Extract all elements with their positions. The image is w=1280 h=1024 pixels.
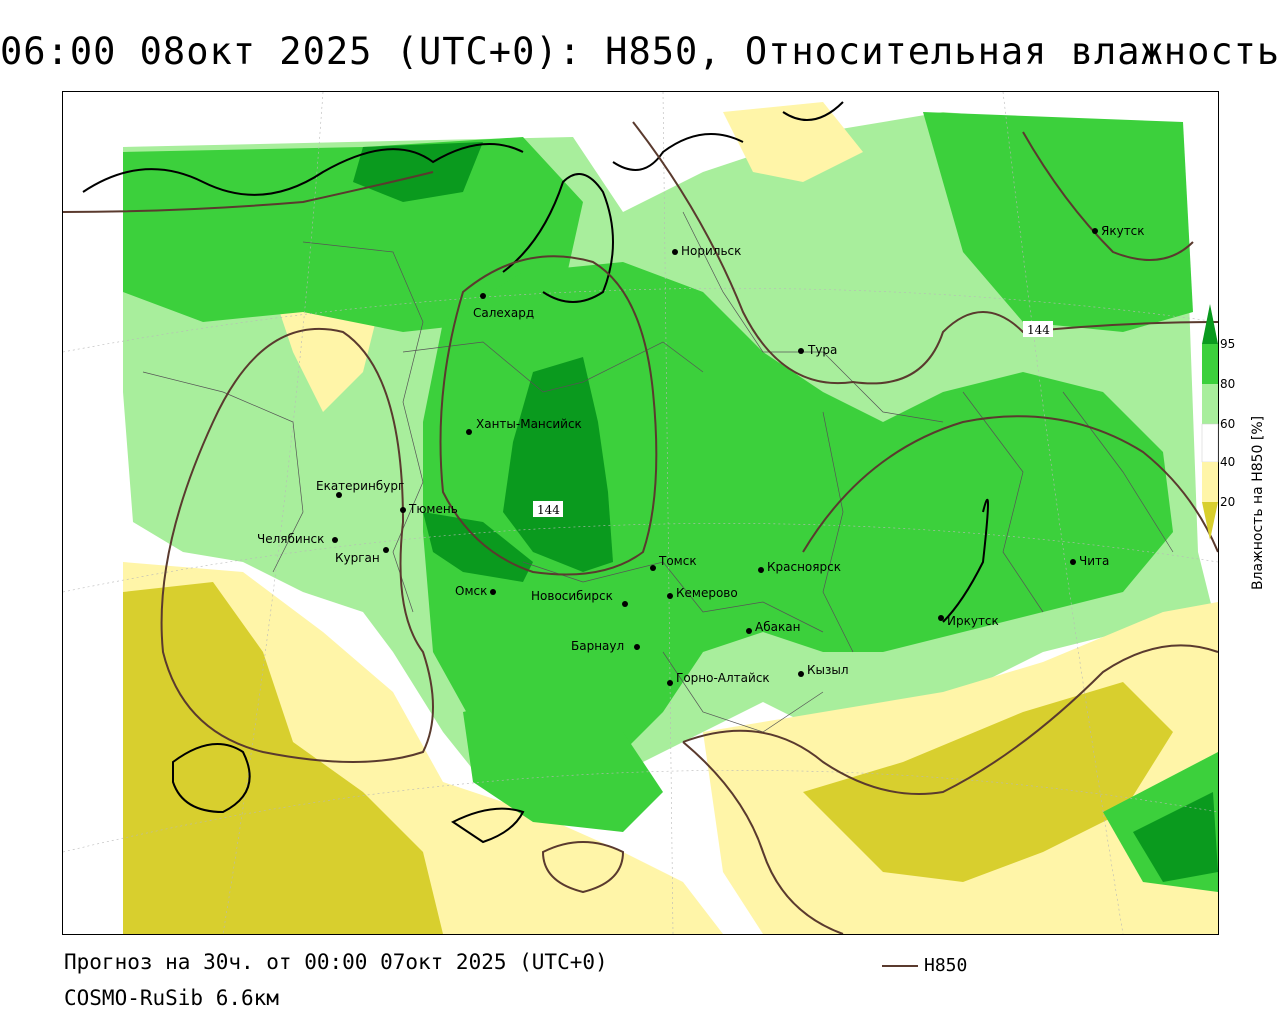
svg-text:Новосибирск: Новосибирск	[531, 589, 613, 603]
humidity-zone-green-central	[423, 262, 1173, 772]
svg-text:Барнаул: Барнаул	[571, 639, 624, 653]
colorbar-title: Влажность на H850 [%]	[1250, 416, 1266, 590]
contour-ring-west	[160, 327, 434, 763]
city-kyzyl: Кызыл	[798, 663, 849, 677]
humidity-zone-green-southwest	[463, 692, 663, 832]
city-salekhard: Салехард	[473, 293, 534, 320]
city-tyumen: Тюмень	[400, 502, 458, 516]
svg-text:Курган: Курган	[335, 551, 380, 565]
sea-outline	[172, 743, 251, 814]
city-krasnoyarsk: Красноярск	[758, 560, 841, 574]
contour-label: 144	[537, 503, 560, 517]
svg-text:Томск: Томск	[658, 554, 697, 568]
page-title: 06:00 08окт 2025 (UTC+0): H850, Относите…	[0, 30, 1280, 73]
city-yakutsk: Якутск	[1092, 224, 1145, 238]
svg-text:Кызыл: Кызыл	[807, 663, 849, 677]
city-kemerovo: Кемерово	[667, 586, 738, 600]
contour-ring-central	[439, 255, 658, 576]
humidity-map: 144 144 Якутск Норильск Салехард Тура Ха…	[63, 92, 1218, 934]
contour-south-east	[682, 644, 1218, 795]
humidity-zone-green-east	[923, 112, 1193, 332]
humidity-colorbar: 95 80 60 40 20 Влажность на H850 [%]	[1196, 300, 1280, 600]
forecast-info: Прогноз на 30ч. от 00:00 07окт 2025 (UTC…	[64, 950, 608, 974]
lake-outline	[451, 807, 525, 844]
contour-south-circle	[541, 841, 625, 894]
city-irkutsk: Иркутск	[938, 614, 999, 628]
region-borders	[142, 211, 1174, 733]
svg-text:Тура: Тура	[807, 343, 837, 357]
city-novosibirsk: Новосибирск	[531, 589, 628, 607]
contour-far-east	[1022, 131, 1194, 261]
coastlines	[82, 101, 989, 844]
svg-text:Екатеринбург: Екатеринбург	[316, 479, 404, 493]
contour-line-swatch	[882, 965, 918, 967]
city-chelyabinsk: Челябинск	[257, 532, 338, 546]
contour-legend: H850	[882, 955, 967, 976]
map-panel[interactable]: 144 144 Якутск Норильск Салехард Тура Ха…	[62, 91, 1219, 935]
contour-legend-label: H850	[924, 955, 968, 976]
svg-text:Салехард: Салехард	[473, 306, 534, 320]
city-markers: Якутск Норильск Салехард Тура Ханты-Манс…	[257, 224, 1145, 686]
h850-contours	[63, 121, 1218, 934]
city-abakan: Абакан	[746, 620, 800, 634]
colorbar-tick: 95	[1220, 337, 1235, 351]
colorbar-bin-20-40	[1202, 462, 1218, 502]
humidity-zone-olive-southeast	[803, 682, 1173, 882]
humidity-zone-dark-green-southeast	[1133, 792, 1218, 882]
humidity-zone-green-north	[123, 137, 583, 332]
svg-text:Чита: Чита	[1079, 554, 1109, 568]
city-yekaterinburg: Екатеринбург	[316, 479, 404, 498]
svg-text:Абакан: Абакан	[755, 620, 800, 634]
humidity-zone-dark-green-north	[353, 142, 483, 202]
svg-text:Иркутск: Иркутск	[947, 614, 999, 628]
svg-text:Якутск: Якутск	[1101, 224, 1145, 238]
colorbar-tick: 20	[1220, 495, 1235, 509]
svg-text:Красноярск: Красноярск	[767, 560, 841, 574]
city-tura: Тура	[798, 343, 837, 357]
colorbar-bin-80-95	[1202, 344, 1218, 384]
humidity-zone-olive-southwest	[123, 582, 443, 934]
city-kurgan: Курган	[335, 547, 389, 565]
graticule	[63, 92, 1218, 934]
colorbar-tick: 80	[1220, 377, 1235, 391]
svg-text:Горно-Алтайск: Горно-Алтайск	[676, 671, 770, 685]
lake-baikal-outline	[942, 498, 989, 623]
colorbar-bottom-arrow	[1202, 502, 1218, 540]
city-omsk: Омск	[455, 584, 496, 598]
model-name: COSMO-RuSib 6.6км	[64, 986, 279, 1010]
humidity-zone-yellow-north	[723, 102, 863, 182]
svg-text:Ханты-Мансийск: Ханты-Мансийск	[476, 417, 582, 431]
svg-text:Тюмень: Тюмень	[408, 502, 458, 516]
colorbar-tick: 40	[1220, 455, 1235, 469]
svg-text:Челябинск: Челябинск	[257, 532, 324, 546]
svg-text:Кемерово: Кемерово	[676, 586, 738, 600]
city-barnaul: Барнаул	[571, 639, 640, 653]
svg-text:Омск: Омск	[455, 584, 487, 598]
city-gorno-altaysk: Горно-Алтайск	[667, 671, 770, 686]
svg-text:Норильск: Норильск	[681, 244, 741, 258]
city-chita: Чита	[1070, 554, 1109, 568]
colorbar-tick: 60	[1220, 417, 1235, 431]
colorbar-bin-60-80	[1202, 384, 1218, 424]
humidity-zone-dark-green-ural	[423, 512, 533, 582]
city-norilsk: Норильск	[672, 244, 741, 258]
colorbar-bin-40-60	[1201, 423, 1219, 463]
city-khanty-mansiysk: Ханты-Мансийск	[466, 417, 582, 435]
contour-south	[682, 741, 844, 934]
contour-east-lower	[802, 415, 1218, 553]
colorbar-top-arrow	[1202, 304, 1218, 344]
city-tomsk: Томск	[650, 554, 697, 571]
contour-north	[63, 171, 434, 213]
humidity-zone-dark-green-core	[503, 357, 613, 572]
contour-east-upper	[632, 121, 1218, 385]
contour-labels: 144 144	[533, 321, 1053, 517]
contour-label: 144	[1027, 323, 1050, 337]
